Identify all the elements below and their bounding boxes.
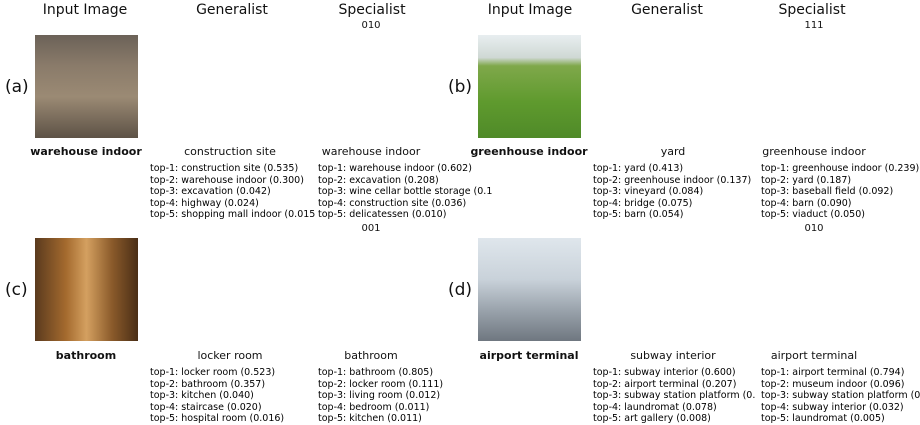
panel-label: (a) [5, 77, 29, 97]
top5-entry: top-2: museum indoor (0.096) [761, 379, 920, 391]
prediction: bathroom [344, 349, 397, 362]
heatmap [177, 238, 283, 343]
top5-entry: top-4: subway interior (0.032) [761, 402, 920, 414]
column-header: Specialist [778, 2, 845, 18]
expert-code: 001 [361, 223, 380, 234]
expert-code: 010 [361, 20, 380, 31]
panel-label: (d) [448, 280, 472, 300]
top5-entry: top-2: bathroom (0.357) [150, 379, 316, 391]
top5-entry: top-2: greenhouse indoor (0.137) [593, 175, 759, 187]
top5-list: top-1: construction site (0.535)top-2: w… [150, 163, 316, 221]
top5-entry: top-1: subway interior (0.600) [593, 367, 759, 379]
top5-entry: top-3: baseball field (0.092) [761, 186, 920, 198]
input-image [478, 238, 581, 341]
heatmap [177, 35, 283, 140]
top5-entry: top-5: art gallery (0.008) [593, 413, 759, 425]
top5-entry: top-3: kitchen (0.040) [150, 390, 316, 402]
top5-list: top-1: subway interior (0.600)top-2: air… [593, 367, 759, 425]
top5-entry: top-1: greenhouse indoor (0.239) [761, 163, 920, 175]
panel-label: (c) [5, 280, 28, 300]
top5-entry: top-4: barn (0.090) [761, 198, 920, 210]
heatmap [620, 238, 726, 343]
top5-entry: top-3: subway station platform (0 [761, 390, 920, 402]
top5-entry: top-3: vineyard (0.084) [593, 186, 759, 198]
prediction: subway interior [630, 349, 715, 362]
input-caption: airport terminal [480, 349, 579, 362]
heatmap [761, 238, 867, 343]
prediction: construction site [184, 145, 276, 158]
top5-entry: top-4: bridge (0.075) [593, 198, 759, 210]
prediction: locker room [197, 349, 262, 362]
top5-entry: top-5: barn (0.054) [593, 209, 759, 221]
expert-code: 111 [804, 20, 823, 31]
input-caption: warehouse indoor [30, 145, 142, 158]
prediction: airport terminal [771, 349, 857, 362]
heatmap [318, 238, 424, 343]
input-caption: greenhouse indoor [470, 145, 587, 158]
input-caption: bathroom [56, 349, 116, 362]
top5-entry: top-1: airport terminal (0.794) [761, 367, 920, 379]
input-image [35, 35, 138, 138]
top5-entry: top-2: yard (0.187) [761, 175, 920, 187]
top5-entry: top-1: construction site (0.535) [150, 163, 316, 175]
heatmap [318, 35, 424, 140]
figure: Input Image Generalist Specialist Input Ima… [0, 0, 920, 425]
top5-list: top-1: yard (0.413)top-2: greenhouse ind… [593, 163, 759, 221]
top5-entry: top-1: locker room (0.523) [150, 367, 316, 379]
top5-list: top-1: airport terminal (0.794)top-2: mu… [761, 367, 920, 425]
top5-entry: top-1: yard (0.413) [593, 163, 759, 175]
input-image [478, 35, 581, 138]
heatmap [761, 35, 867, 140]
top5-entry: top-5: viaduct (0.050) [761, 209, 920, 221]
top5-list: top-1: greenhouse indoor (0.239)top-2: y… [761, 163, 920, 221]
prediction: warehouse indoor [322, 145, 420, 158]
top5-entry: top-3: excavation (0.042) [150, 186, 316, 198]
prediction: greenhouse indoor [762, 145, 865, 158]
top5-entry: top-3: subway station platform (0. [593, 390, 759, 402]
heatmap [620, 35, 726, 140]
top5-entry: top-4: highway (0.024) [150, 198, 316, 210]
column-header: Input Image [43, 2, 128, 18]
input-image [35, 238, 138, 341]
top5-entry: top-2: warehouse indoor (0.300) [150, 175, 316, 187]
prediction: yard [661, 145, 686, 158]
column-header: Generalist [631, 2, 703, 18]
top5-entry: top-5: shopping mall indoor (0.015) [150, 209, 316, 221]
top5-entry: top-5: laundromat (0.005) [761, 413, 920, 425]
top5-entry: top-5: hospital room (0.016) [150, 413, 316, 425]
panel-label: (b) [448, 77, 472, 97]
column-header: Specialist [338, 2, 405, 18]
column-header: Generalist [196, 2, 268, 18]
column-header: Input Image [488, 2, 573, 18]
top5-list: top-1: locker room (0.523)top-2: bathroo… [150, 367, 316, 425]
expert-code: 010 [804, 223, 823, 234]
top5-entry: top-4: staircase (0.020) [150, 402, 316, 414]
top5-entry: top-2: airport terminal (0.207) [593, 379, 759, 391]
top5-entry: top-4: laundromat (0.078) [593, 402, 759, 414]
